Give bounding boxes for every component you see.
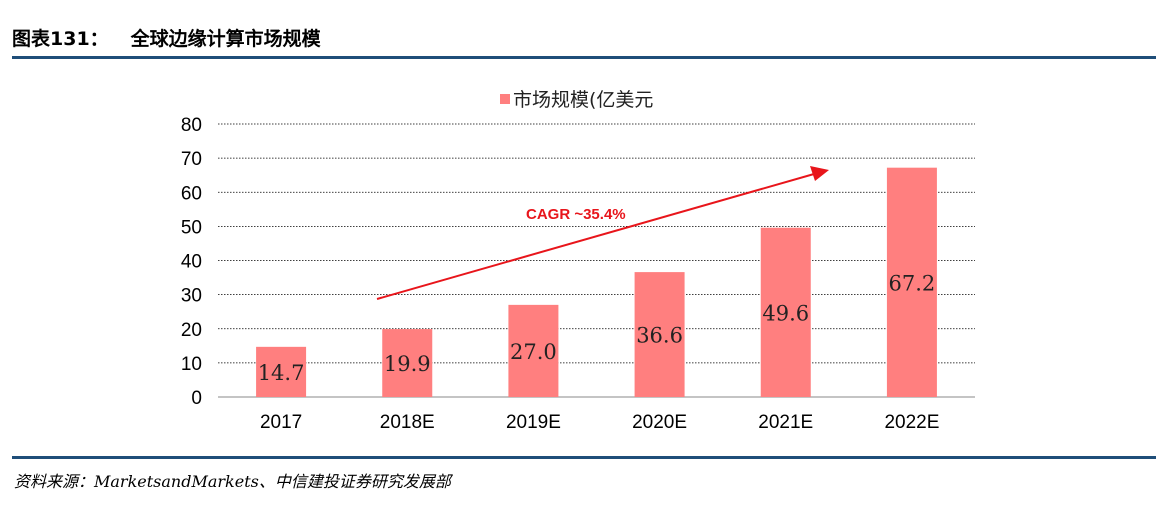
x-tick-label: 2021E [758, 412, 813, 433]
x-tick-label: 2022E [884, 412, 939, 433]
cagr-arrow-line [376, 173, 815, 300]
data-labels: 14.7 19.9 27.0 36.6 49.6 67.2 [258, 271, 936, 385]
bar [508, 304, 559, 397]
data-label: 19.9 [384, 352, 431, 376]
bar [760, 227, 811, 397]
bar [634, 272, 685, 397]
y-axis-ticks: 0 10 20 30 40 50 60 70 80 [181, 115, 202, 409]
data-label: 36.6 [636, 324, 683, 348]
bar [256, 346, 307, 397]
source-divider [12, 456, 1156, 459]
y-tick-label: 30 [181, 286, 202, 307]
x-tick-label: 2017 [260, 412, 302, 433]
x-tick-label: 2020E [632, 412, 687, 433]
y-tick-label: 50 [181, 217, 202, 238]
cagr-annotation: CAGR ~35.4% [376, 166, 829, 300]
y-tick-label: 0 [191, 388, 202, 409]
source-note: 资料来源：MarketsandMarkets、中信建投证券研究发展部 [14, 472, 451, 491]
legend: 市场规模(亿美元 [500, 89, 653, 111]
gridlines [218, 123, 975, 398]
cagr-arrow-head [810, 166, 829, 181]
data-label: 27.0 [510, 340, 557, 364]
x-tick-label: 2018E [380, 412, 435, 433]
figure-title-text: 全球边缘计算市场规模 [130, 28, 321, 50]
y-tick-label: 40 [181, 252, 202, 273]
y-tick-label: 60 [181, 183, 202, 204]
bar [886, 167, 937, 397]
bar [382, 329, 433, 397]
x-tick-label: 2019E [506, 412, 561, 433]
y-tick-label: 70 [181, 149, 202, 170]
x-axis-ticks: 2017 2018E 2019E 2020E 2021E 2022E [260, 412, 939, 433]
y-tick-label: 80 [181, 115, 202, 136]
legend-label: 市场规模(亿美元 [513, 89, 653, 111]
y-tick-label: 10 [181, 354, 202, 375]
legend-swatch [500, 94, 510, 104]
figure-number: 图表131： [12, 28, 109, 50]
data-label: 14.7 [258, 361, 305, 385]
figure-title: 图表131： 全球边缘计算市场规模 [12, 24, 321, 51]
y-tick-label: 20 [181, 320, 202, 341]
data-label: 49.6 [762, 301, 809, 325]
cagr-label: CAGR ~35.4% [526, 206, 626, 223]
title-divider [12, 56, 1156, 59]
data-label: 67.2 [889, 271, 936, 295]
bars [256, 167, 937, 397]
